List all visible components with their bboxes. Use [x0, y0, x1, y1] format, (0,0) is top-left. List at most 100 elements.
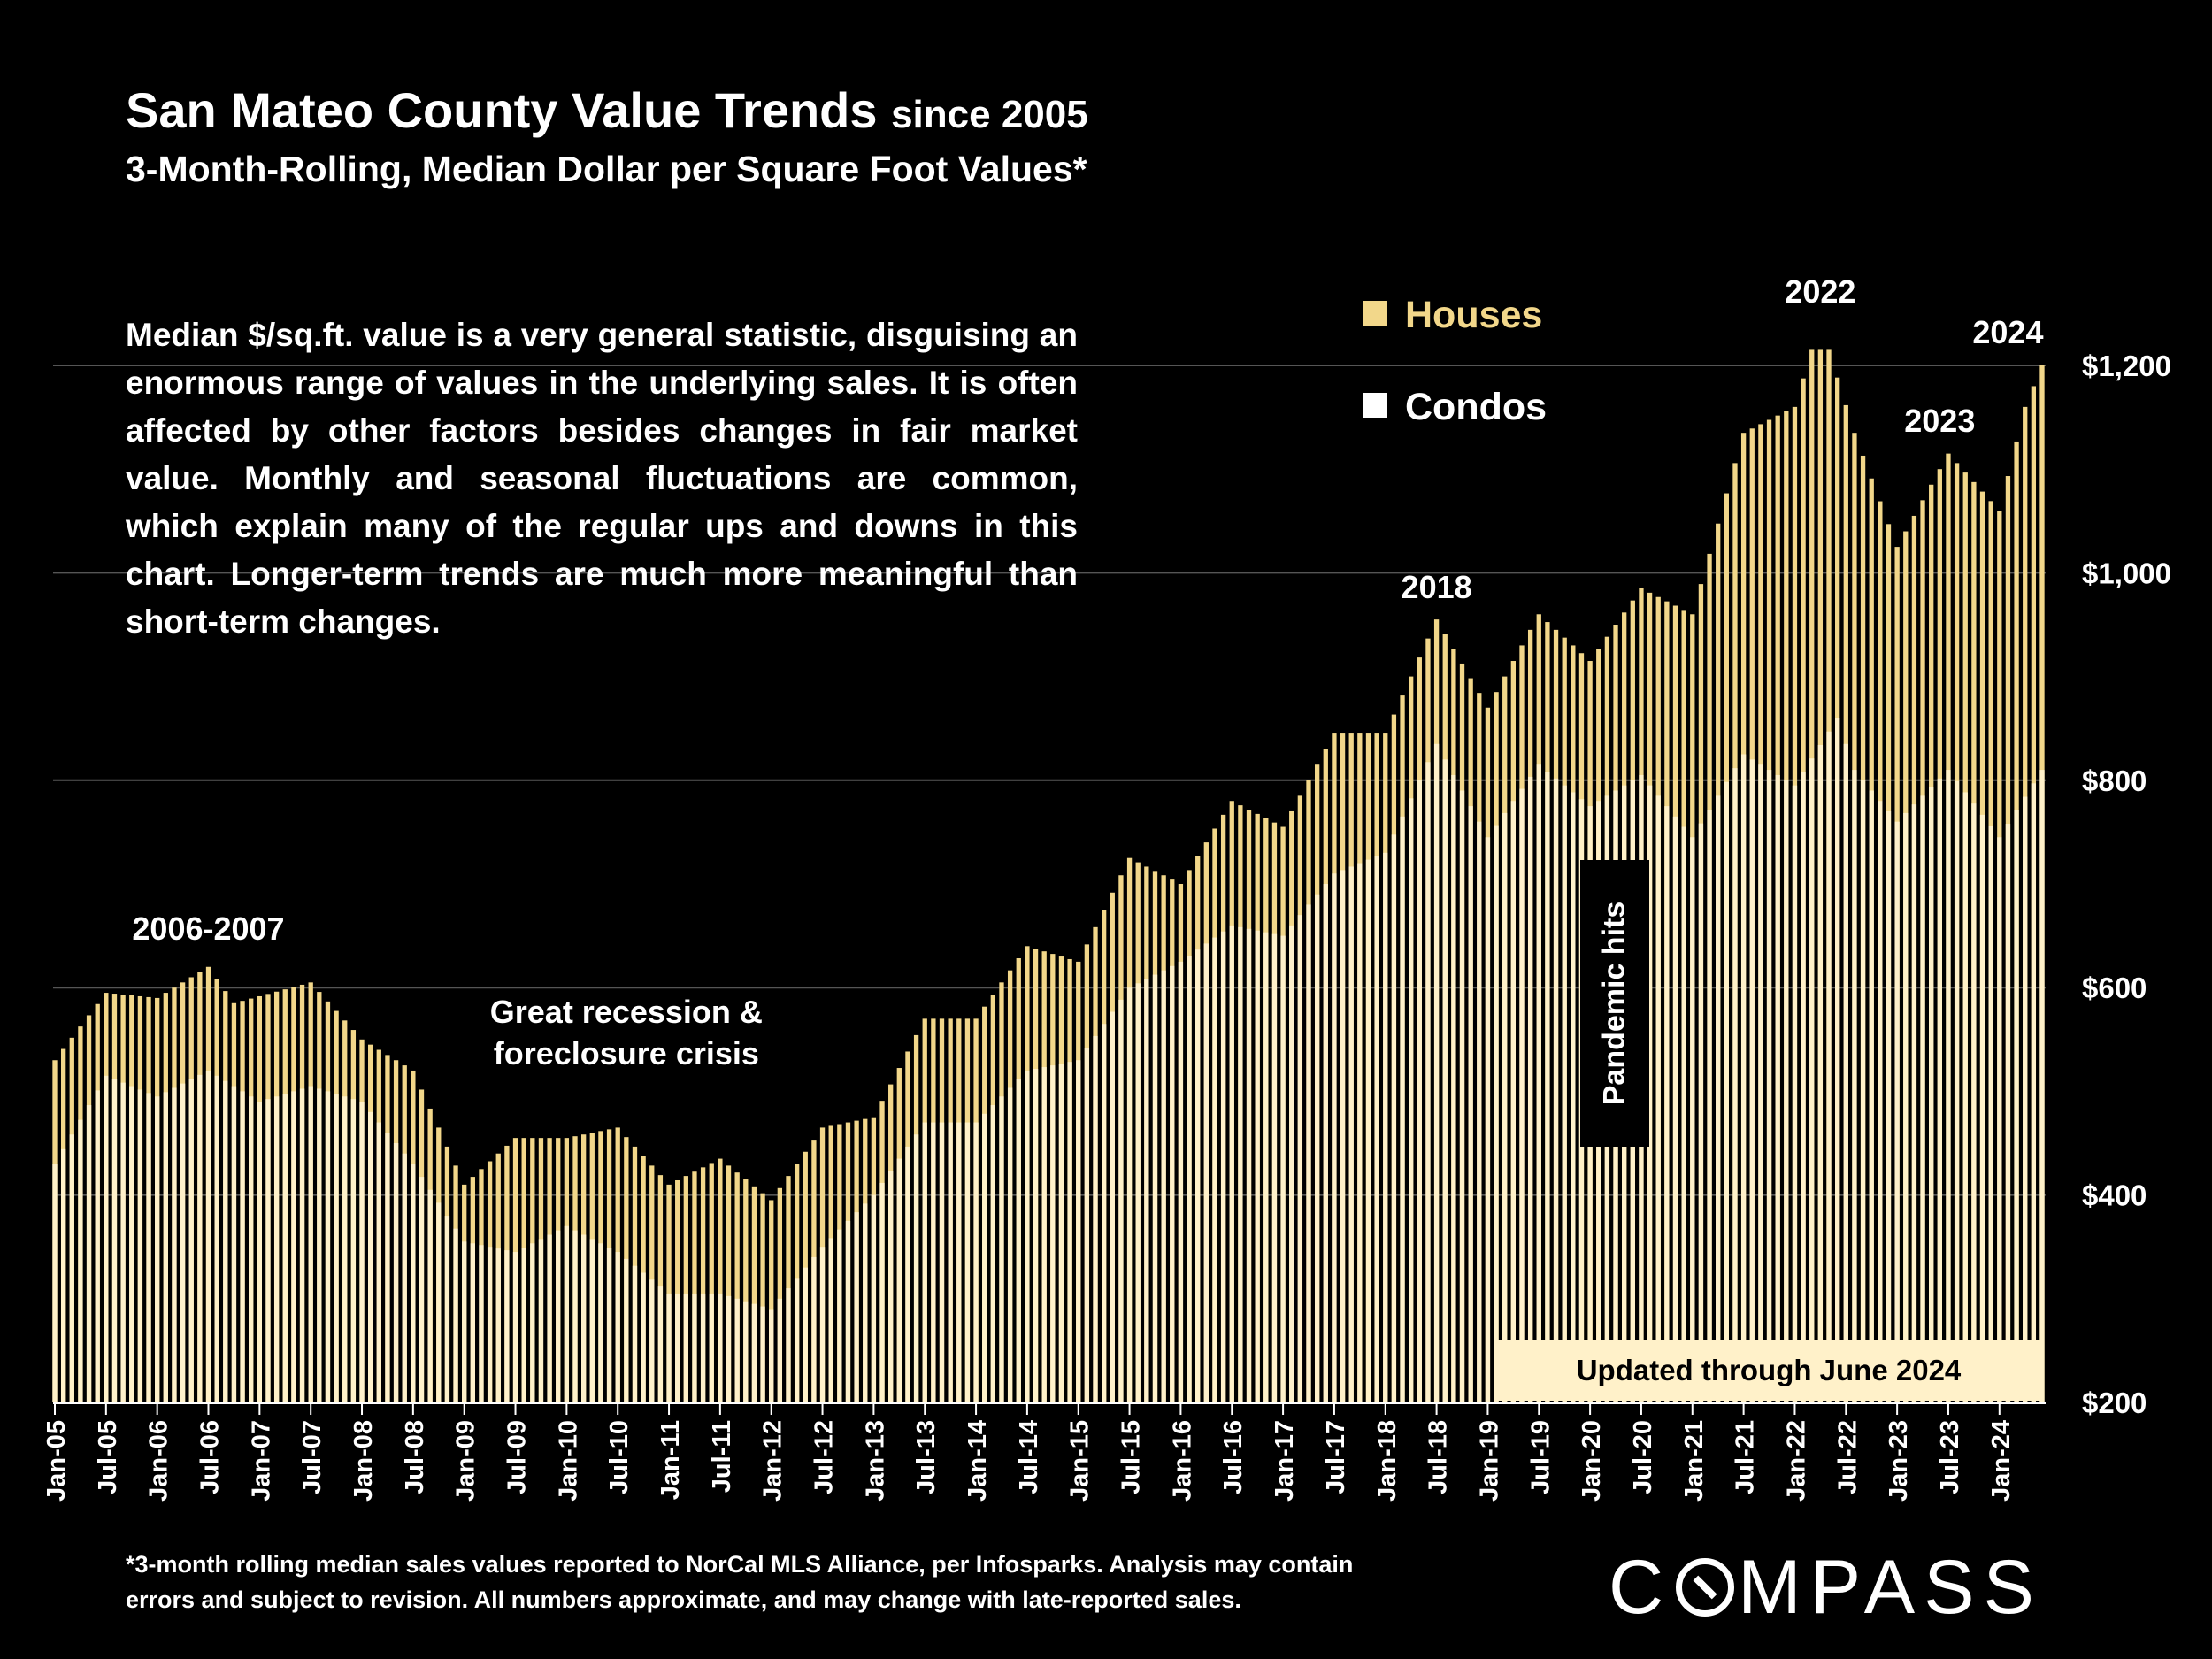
bar-condos [291, 1091, 296, 1402]
bar-condos [1314, 894, 1320, 1402]
bar-condos [538, 1239, 544, 1402]
bar-condos [1485, 837, 1491, 1402]
bar-condos [512, 1252, 518, 1402]
bar-condos [1400, 816, 1405, 1402]
legend-label-houses: Houses [1405, 294, 1543, 336]
bar-condos [368, 1111, 373, 1402]
bar-condos [1161, 970, 1166, 1402]
axes: $200 $400 $600 $800 $1,000 $1,200 Jan-05 Jul-05… [42, 349, 2171, 1502]
bar-condos [1852, 770, 1857, 1402]
bar-condos [1306, 904, 1311, 1402]
bar-condos [52, 1164, 58, 1402]
bar-condos [393, 1143, 399, 1402]
bar-condos [1553, 778, 1559, 1402]
bar-condos [1911, 804, 1917, 1402]
bar-condos [547, 1234, 552, 1402]
legend-houses: Houses [1363, 294, 1542, 337]
bar-condos [1067, 1062, 1072, 1402]
bar-condos [359, 1102, 365, 1402]
bar-condos [1084, 1048, 1090, 1402]
bar-condos [1792, 785, 1798, 1402]
bar-condos [1894, 821, 1900, 1402]
bar-houses [675, 1179, 680, 1402]
bar-condos [1740, 754, 1747, 1402]
x-tick-label: Jan-14 [964, 1420, 992, 1502]
bar-condos [1033, 1069, 1039, 1402]
bar-condos [1203, 943, 1209, 1402]
bar-condos [462, 1241, 467, 1402]
bar-condos [385, 1133, 390, 1402]
x-tick-label: Jul-17 [1322, 1420, 1350, 1494]
chart-annotation: Great recession & [489, 994, 763, 1031]
bar-condos [939, 1122, 945, 1402]
bar-condos [163, 1092, 168, 1402]
footnote: *3-month rolling median sales values rep… [126, 1547, 1353, 1617]
bar-condos [973, 1122, 979, 1402]
x-tick-label: Jul-07 [298, 1420, 326, 1494]
bar-condos [2039, 770, 2045, 1402]
bar-condos [1809, 758, 1815, 1402]
bar-condos [1886, 810, 1892, 1402]
x-tick-label: Jan-24 [1987, 1420, 2016, 1502]
bar-condos [172, 1087, 177, 1402]
x-tick-label: Jul-05 [94, 1420, 122, 1494]
bar-condos [1102, 1024, 1107, 1402]
bar-houses [777, 1187, 783, 1402]
x-tick-label: Jan-08 [349, 1420, 378, 1502]
bar-condos [1229, 925, 1234, 1402]
bar-condos [1988, 826, 1993, 1402]
bar-houses [709, 1163, 714, 1402]
bar-condos [1903, 812, 1909, 1402]
bar-condos [342, 1096, 348, 1402]
x-tick-label: Jul-22 [1833, 1420, 1862, 1494]
bar-condos [470, 1243, 475, 1402]
bar-condos [1255, 930, 1260, 1402]
bar-condos [1442, 759, 1448, 1402]
bar-condos [999, 1096, 1004, 1402]
bar-condos [257, 1102, 262, 1402]
annotation-pandemic: Pandemic hits [1597, 901, 1632, 1106]
bar-condos [819, 1247, 826, 1402]
bar-condos [1195, 949, 1201, 1402]
bar-condos [1860, 780, 1866, 1402]
bar-condos [249, 1096, 254, 1402]
bar-condos [120, 1082, 126, 1402]
bar-condos [1212, 937, 1217, 1402]
bar-condos [1187, 956, 1192, 1402]
bar-condos [334, 1094, 339, 1402]
bar-condos [1477, 821, 1482, 1402]
chart-annotation: 2006-2007 [132, 910, 285, 948]
chart-annotation: 2024 [1972, 314, 2044, 351]
bar-condos [854, 1212, 859, 1402]
bar-condos [214, 1075, 219, 1402]
bar-condos [1655, 795, 1661, 1402]
bar-condos [1749, 759, 1755, 1402]
bar-condos [1391, 834, 1397, 1402]
bar-condos [453, 1228, 458, 1402]
logo-text-right: MPASS [1738, 1545, 2043, 1630]
bar-condos [1178, 961, 1184, 1402]
bar-condos [641, 1272, 646, 1402]
x-tick-label: Jul-12 [810, 1420, 839, 1494]
bar-condos [964, 1122, 971, 1402]
x-tick-label: Jan-06 [145, 1420, 173, 1502]
bar-condos [411, 1164, 416, 1402]
bar-condos [1348, 866, 1354, 1402]
bar-condos [948, 1122, 953, 1402]
bar-condos [751, 1303, 757, 1402]
bar-condos [657, 1286, 664, 1402]
title-suffix: since 2005 [891, 93, 1088, 136]
bar-condos [598, 1243, 603, 1402]
bar-condos [223, 1080, 228, 1402]
bar-condos [743, 1301, 749, 1402]
x-tick-label: Jan-21 [1680, 1420, 1709, 1502]
bar-condos [931, 1122, 936, 1402]
bar-condos [1502, 812, 1508, 1402]
bar-condos [137, 1089, 143, 1402]
bar-condos [1058, 1064, 1064, 1402]
footnote-line-1: *3-month rolling median sales values rep… [126, 1551, 1354, 1578]
x-tick-label: Jan-12 [759, 1420, 787, 1502]
y-tick-label: $600 [2082, 972, 2147, 1004]
bar-condos [1962, 792, 1968, 1402]
bar-condos [1007, 1087, 1013, 1402]
